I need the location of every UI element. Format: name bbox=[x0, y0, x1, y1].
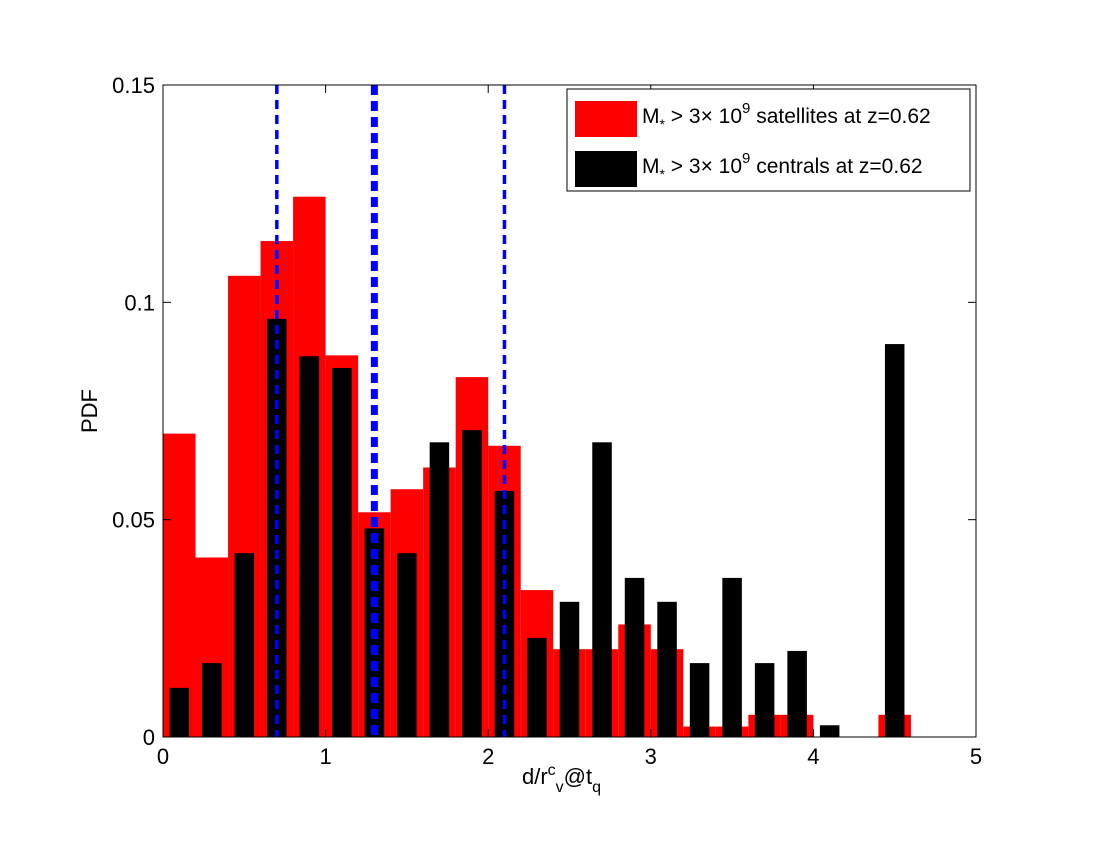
legend-swatch bbox=[575, 101, 637, 137]
series-centrals bbox=[169, 318, 905, 737]
bar-centrals bbox=[754, 663, 775, 737]
bar-satellites bbox=[163, 433, 196, 737]
x-axis-label: d/rcv@tq bbox=[522, 762, 601, 796]
x-tick-label: 5 bbox=[970, 744, 982, 769]
bar-centrals bbox=[592, 442, 612, 737]
bar-centrals bbox=[429, 442, 450, 737]
x-axis-label-mid: @t bbox=[564, 764, 592, 789]
bar-centrals bbox=[787, 650, 807, 737]
x-tick-label: 1 bbox=[319, 744, 331, 769]
bar-centrals bbox=[299, 356, 320, 737]
plot-frame bbox=[162, 84, 977, 738]
bar-centrals bbox=[462, 430, 482, 737]
y-tick-label: 0.05 bbox=[112, 508, 155, 533]
x-tick-label: 3 bbox=[645, 744, 657, 769]
x-axis-label-sub2: q bbox=[592, 779, 601, 796]
bar-centrals bbox=[559, 601, 580, 737]
bar-centrals bbox=[689, 663, 710, 737]
reference-lines bbox=[275, 85, 507, 737]
x-tick-label: 4 bbox=[807, 744, 819, 769]
legend-items: M* > 3× 109 satellites at z=0.62 M* > 3× … bbox=[575, 100, 931, 187]
legend-swatch bbox=[575, 151, 637, 187]
bar-centrals bbox=[332, 367, 352, 737]
x-axis-label-sup: c bbox=[548, 762, 556, 779]
legend-label: M* > 3× 109 centrals at z=0.62 bbox=[642, 150, 923, 182]
bar-centrals bbox=[527, 637, 547, 737]
x-tick-label: 2 bbox=[482, 744, 494, 769]
legend-label: M* > 3× 109 satellites at z=0.62 bbox=[642, 100, 931, 132]
y-tick-label: 0.15 bbox=[112, 73, 155, 98]
bar-centrals bbox=[234, 553, 255, 737]
x-tick-label: 0 bbox=[157, 744, 169, 769]
bar-centrals bbox=[722, 577, 742, 737]
x-axis-label-main: d/r bbox=[522, 764, 548, 789]
bar-centrals bbox=[657, 601, 677, 737]
bar-centrals bbox=[819, 725, 840, 737]
y-tick-label: 0 bbox=[143, 725, 155, 750]
bar-centrals bbox=[624, 577, 645, 737]
y-tick-label: 0.1 bbox=[124, 290, 155, 315]
bar-centrals bbox=[202, 663, 222, 737]
x-axis-label-sub: v bbox=[556, 779, 564, 796]
bar-centrals bbox=[169, 687, 190, 737]
y-axis-label: PDF bbox=[77, 389, 102, 433]
legend: M* > 3× 109 satellites at z=0.62 M* > 3× … bbox=[566, 88, 971, 192]
ticks: 0 1 2 3 4 5 0 0.05 0.1 0.15 bbox=[112, 73, 982, 769]
bar-centrals bbox=[884, 344, 905, 737]
bar-centrals bbox=[397, 553, 417, 737]
